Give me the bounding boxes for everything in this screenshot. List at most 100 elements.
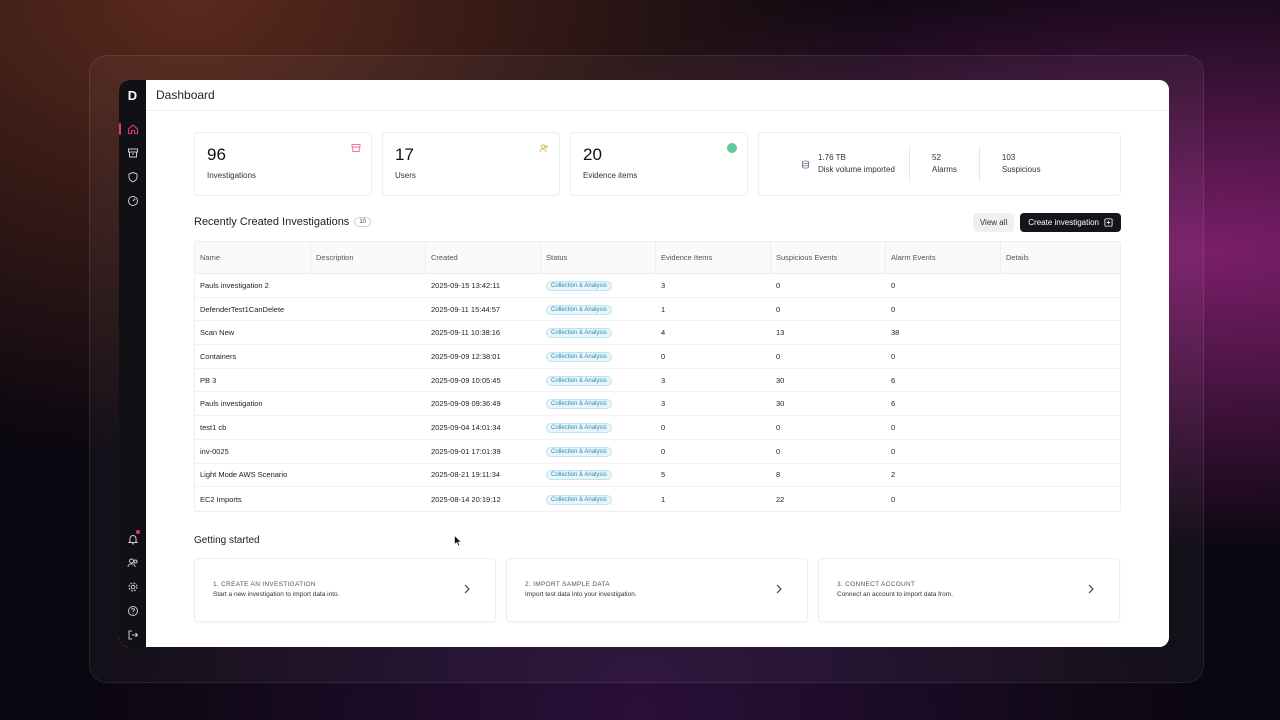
status-badge: Collection & Analysis (546, 280, 612, 291)
card-title: 3. CONNECT ACCOUNT (837, 580, 916, 588)
cell-created: 2025-09-04 14:01:34 (431, 422, 501, 432)
getting-started-cards: 1. CREATE AN INVESTIGATION Start a new i… (194, 557, 1121, 622)
cell-suspicious: 13 (776, 328, 785, 338)
cell-created: 2025-09-09 10:05:45 (431, 375, 501, 385)
cell-evidence: 3 (661, 375, 666, 385)
sidebar: D (119, 80, 146, 647)
database-icon (801, 160, 810, 169)
summary-card: 1.76 TB Disk volume imported 52 Alarms 1… (758, 132, 1121, 196)
column-header[interactable]: Status (541, 242, 656, 274)
nav-settings-gear-icon[interactable] (119, 575, 146, 599)
cell-created: 2025-09-15 13:42:11 (431, 280, 501, 290)
cell-alarms: 0 (891, 494, 896, 504)
card-description: Import test data into your investigation… (525, 590, 637, 598)
alarms-summary: 52 Alarms (910, 152, 979, 176)
cell-alarms: 6 (891, 399, 896, 409)
getting-started-card[interactable]: 1. CREATE AN INVESTIGATION Start a new i… (194, 557, 496, 622)
app-logo[interactable]: D (127, 88, 138, 103)
column-header[interactable]: Suspicious Events (771, 242, 886, 274)
cell-status: Collection & Analysis (541, 398, 656, 410)
cell-name: Pauls investigation (200, 399, 263, 409)
table-header: Name Description Created Status Evidence… (195, 242, 1120, 274)
cell-alarms: 0 (891, 280, 896, 290)
getting-started-card[interactable]: 3. CONNECT ACCOUNT Connect an account to… (818, 557, 1120, 622)
column-header[interactable]: Details (1006, 253, 1029, 262)
getting-started-card[interactable]: 2. IMPORT SAMPLE DATA Import test data i… (506, 557, 808, 622)
status-badge: Collection & Analysis (546, 422, 612, 433)
cell-alarms: 2 (891, 470, 896, 480)
cell-status: Collection & Analysis (541, 351, 656, 362)
notifications-bell-icon[interactable] (119, 527, 146, 551)
cell-alarms: 0 (891, 446, 896, 456)
plus-square-icon (1104, 217, 1113, 227)
table-row[interactable]: Light Mode AWS Scenario 2025-08-21 19:11:… (195, 464, 1120, 488)
cell-status: Collection & Analysis (541, 446, 656, 457)
create-investigation-button[interactable]: Create investigation (1020, 212, 1121, 232)
column-header[interactable]: Created (426, 242, 541, 274)
column-header[interactable]: Description (311, 242, 426, 274)
table-row[interactable]: DefenderTest1CanDelete 2025-09-11 15:44:5… (195, 298, 1120, 322)
cell-alarms: 0 (891, 351, 896, 361)
table-row[interactable]: inv-0025 2025-09-01 17:01:39 Collection & … (195, 440, 1120, 464)
topbar: Dashboard (146, 80, 1169, 111)
status-badge: Collection & Analysis (546, 375, 612, 386)
column-header[interactable]: Alarm Events (886, 242, 1001, 274)
status-badge: Collection & Analysis (546, 399, 612, 410)
stat-card-users[interactable]: 17 Users (382, 132, 560, 196)
nav-gauge-icon[interactable] (119, 189, 146, 213)
column-header[interactable]: Evidence Items (656, 242, 771, 274)
getting-started-title: Getting started (194, 534, 260, 546)
cell-evidence: 1 (661, 494, 666, 504)
cell-created: 2025-09-01 17:01:39 (431, 446, 501, 456)
table-row[interactable]: PB 3 2025-09-09 10:05:45 Collection & Anal… (195, 369, 1120, 393)
status-badge: Collection & Analysis (546, 328, 612, 339)
nav-logout-icon[interactable] (119, 623, 146, 647)
cell-evidence: 0 (661, 446, 666, 456)
cell-created: 2025-09-09 12:38:01 (431, 351, 501, 361)
status-badge: Collection & Analysis (546, 470, 612, 481)
stat-label: Investigations (207, 171, 256, 180)
cell-alarms: 0 (891, 422, 896, 432)
stat-label: Evidence items (583, 171, 638, 180)
cell-name: Pauls investigation 2 (200, 280, 269, 290)
table-row[interactable]: Pauls investigation 2025-09-09 09:36:49 Co… (195, 392, 1120, 417)
create-investigation-label: Create investigation (1028, 217, 1099, 227)
table-row[interactable]: Pauls investigation 2 2025-09-15 13:42:11… (195, 274, 1120, 298)
status-badge: Collection & Analysis (546, 446, 612, 457)
cell-suspicious: 0 (776, 422, 781, 432)
cell-name: test1 cb (200, 422, 227, 432)
cell-evidence: 4 (661, 328, 666, 338)
stat-card-evidence[interactable]: 20 Evidence items (570, 132, 748, 196)
cell-evidence: 3 (661, 399, 666, 409)
column-header[interactable]: Name (195, 242, 311, 274)
view-all-button[interactable]: View all (972, 212, 1015, 232)
cell-name: EC2 Imports (200, 494, 242, 504)
cell-evidence: 0 (661, 422, 666, 432)
table-row[interactable]: EC2 Imports 2025-08-14 20:19:12 Collection… (195, 487, 1120, 511)
stat-value: 20 (583, 145, 602, 164)
nav-help-icon[interactable] (119, 599, 146, 623)
table-row[interactable]: Containers 2025-09-09 12:38:01 Collection … (195, 345, 1120, 369)
table-row[interactable]: test1 cb 2025-09-04 14:01:34 Collection & … (195, 416, 1120, 440)
divider (978, 146, 980, 182)
table-row[interactable]: Scan New 2025-09-11 10:38:16 Collection & … (195, 321, 1120, 346)
cell-created: 2025-08-14 20:19:12 (431, 494, 501, 504)
cell-suspicious: 30 (776, 375, 785, 385)
divider (909, 146, 910, 182)
alarms-label: Alarms (932, 165, 957, 174)
chevron-right-icon (1088, 584, 1094, 594)
cell-suspicious: 0 (776, 446, 781, 456)
nav-users-icon[interactable] (119, 551, 146, 575)
chevron-right-icon (464, 584, 470, 594)
nav-shield-icon[interactable] (119, 165, 146, 189)
stat-card-investigations[interactable]: 96 Investigations (194, 132, 372, 196)
cell-name: inv-0025 (200, 446, 229, 456)
disk-label: Disk volume imported (818, 165, 895, 174)
cell-evidence: 0 (661, 351, 666, 361)
nav-archive-icon[interactable] (119, 141, 146, 165)
cell-created: 2025-08-21 19:11:34 (431, 470, 501, 480)
cell-status: Collection & Analysis (541, 375, 656, 386)
sidebar-bottom (119, 527, 146, 647)
nav-home-icon[interactable] (119, 117, 146, 141)
cell-status: Collection & Analysis (541, 494, 656, 505)
